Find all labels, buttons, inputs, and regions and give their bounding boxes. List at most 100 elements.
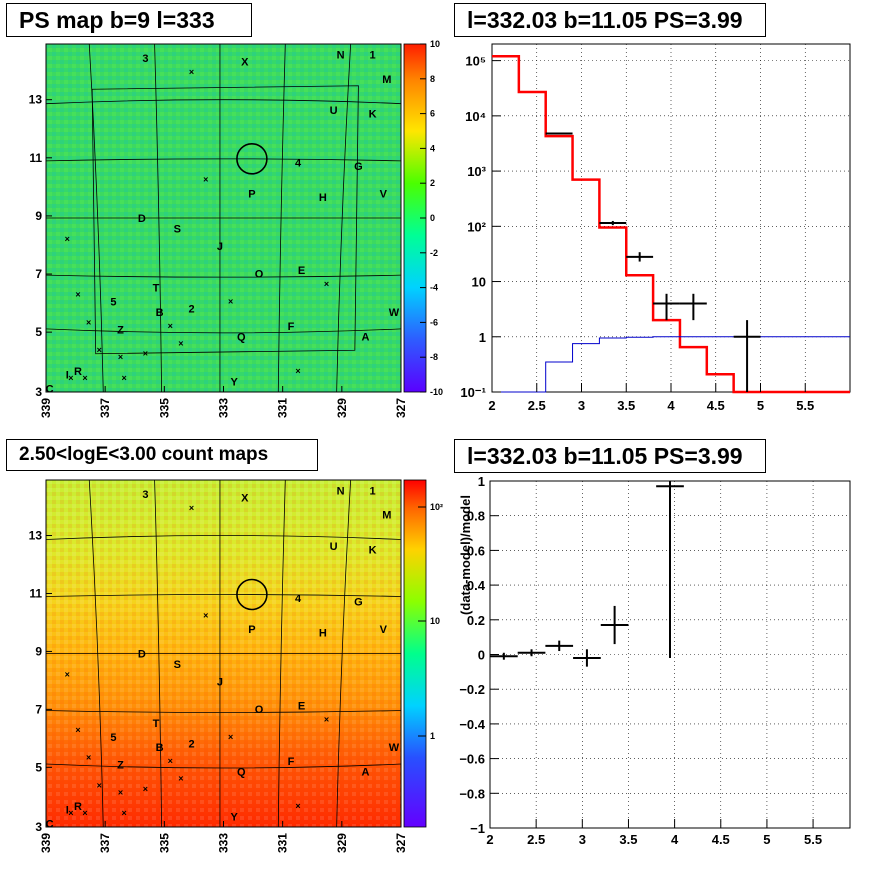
tl-source-cross: × bbox=[189, 67, 194, 77]
bl-source-cross: × bbox=[203, 610, 208, 620]
tr-x-tick-label: 4.5 bbox=[707, 398, 725, 413]
bl-source-label: 2 bbox=[188, 739, 194, 751]
br-y-tick-label: 0.4 bbox=[467, 578, 486, 593]
bl-source-label: J bbox=[217, 676, 223, 688]
bl-source-label: X bbox=[241, 492, 249, 504]
tl-source-labels: 3 X N 1 M U K 4 G P H V D S J O E T 5 2 B W Z F Q A I R C Y × × × × × × × × × ×… bbox=[46, 49, 400, 395]
bl-source-label: 3 bbox=[142, 489, 148, 501]
tl-source-label: Q bbox=[237, 331, 246, 343]
tl-source-cross: × bbox=[121, 373, 126, 383]
tl-source-label: G bbox=[354, 161, 363, 173]
bl-source-cross: × bbox=[121, 808, 126, 818]
br-y-tick-label: −1 bbox=[470, 821, 485, 836]
tr-x-tick-label: 2.5 bbox=[528, 398, 546, 413]
br-x-tick-label: 2.5 bbox=[527, 832, 545, 847]
tl-colorbar-tick-label: 6 bbox=[430, 109, 435, 119]
bl-ps-circle bbox=[236, 578, 268, 611]
tl-source-label: N bbox=[337, 49, 345, 61]
tl-source-cross: × bbox=[178, 338, 183, 348]
tl-colorbar-tick-label: -10 bbox=[430, 387, 443, 397]
tl-source-label: M bbox=[382, 74, 391, 86]
tl-source-cross: × bbox=[295, 366, 300, 376]
bl-source-label: W bbox=[389, 742, 400, 754]
tl-y-tick-label: 9 bbox=[35, 209, 42, 223]
tl-source-cross: × bbox=[143, 349, 148, 359]
tl-x-tick-label: 333 bbox=[217, 398, 231, 418]
bl-x-tick-label: 333 bbox=[217, 833, 231, 853]
tr-y-tick-label: 10⁴ bbox=[465, 109, 486, 124]
tr-x-tick-label: 5 bbox=[757, 398, 764, 413]
bl-x-tick-label: 339 bbox=[39, 833, 53, 853]
bl-source-label: E bbox=[298, 701, 305, 713]
tl-source-label: V bbox=[380, 189, 388, 201]
tl-x-tick-label: 329 bbox=[335, 398, 349, 418]
tr-series bbox=[492, 55, 850, 394]
tl-parallel bbox=[45, 274, 402, 278]
tl-source-label: P bbox=[248, 189, 255, 201]
bl-colorbar-tick-label: 1 bbox=[430, 731, 435, 741]
tr-x-tick-label: 2 bbox=[488, 398, 495, 413]
br-y-axis-label: (data-model)/model bbox=[458, 495, 473, 615]
br-y-tick-label: 0.8 bbox=[467, 509, 485, 524]
bl-colorbar-tick-label: 10 bbox=[430, 616, 440, 626]
tl-source-label: H bbox=[319, 192, 327, 204]
bl-source-label: P bbox=[248, 624, 255, 636]
tr-background-model-step bbox=[492, 336, 850, 393]
tl-ps-circle bbox=[236, 143, 268, 175]
br-y-tick-label: −0.4 bbox=[459, 717, 485, 732]
tl-source-label: Y bbox=[230, 377, 238, 389]
bl-y-tick-label: 9 bbox=[35, 644, 42, 658]
br-x-tick-label: 5 bbox=[763, 832, 770, 847]
br-x-tick-label: 5.5 bbox=[804, 832, 822, 847]
bl-axis-ticks: 339 337 335 333 331 329 327 13 11 9 7 5 3 bbox=[29, 529, 408, 854]
br-panel-title: l=332.03 b=11.05 PS=3.99 bbox=[454, 439, 766, 473]
bl-x-tick-label: 337 bbox=[98, 833, 112, 853]
br-y-tick-label: −0.8 bbox=[459, 786, 485, 801]
bl-map-grid bbox=[45, 479, 402, 828]
tl-colorbar-tick-label: -8 bbox=[430, 352, 438, 362]
bl-x-tick-label: 329 bbox=[335, 833, 349, 853]
tl-source-label: E bbox=[298, 265, 305, 277]
tl-parallel bbox=[45, 328, 402, 334]
bl-parallel bbox=[45, 535, 402, 540]
bl-y-tick-label: 11 bbox=[29, 586, 42, 600]
tl-source-cross: × bbox=[86, 317, 91, 327]
tr-total-model-step bbox=[492, 55, 850, 394]
br-axes: 2 2.5 3 3.5 4 4.5 5 5.5 1 0.8 0.6 0.4 0.2 0 −0.2 −0.4 −0… bbox=[458, 474, 822, 847]
br-x-tick-label: 4.5 bbox=[712, 832, 730, 847]
tr-x-tick-label: 5.5 bbox=[796, 398, 814, 413]
tl-source-label: S bbox=[174, 223, 181, 235]
tl-y-tick-label: 13 bbox=[29, 93, 43, 107]
bl-source-cross: × bbox=[143, 784, 148, 794]
tl-source-cross: × bbox=[228, 297, 233, 307]
bl-parallel bbox=[45, 710, 402, 713]
bl-source-label: B bbox=[156, 742, 164, 754]
bl-source-label: V bbox=[380, 624, 388, 636]
tl-source-label: J bbox=[217, 241, 223, 253]
tl-source-label: B bbox=[156, 307, 164, 319]
tl-source-label: 2 bbox=[188, 303, 194, 315]
br-residual-plot: 2 2.5 3 3.5 4 4.5 5 5.5 1 0.8 0.6 0.4 0.2 0 −0.2 −0.4 −0… bbox=[458, 474, 851, 847]
bl-source-label: A bbox=[362, 766, 370, 778]
tr-y-tick-label: 1 bbox=[479, 330, 486, 345]
bl-source-cross: × bbox=[324, 714, 329, 724]
tl-x-tick-label: 339 bbox=[39, 398, 53, 418]
tl-x-tick-label: 335 bbox=[157, 398, 171, 418]
tl-y-tick-label: 11 bbox=[29, 151, 42, 165]
tl-colorbar-ticks: 10 8 6 4 2 0 -2 -4 -6 -8 -10 bbox=[420, 39, 443, 397]
tl-source-label: D bbox=[138, 213, 146, 225]
br-x-tick-label: 3.5 bbox=[619, 832, 637, 847]
bl-panel-title: 2.50<logE<3.00 count maps bbox=[6, 439, 318, 471]
bl-source-label: Q bbox=[237, 766, 246, 778]
br-y-tick-label: −0.2 bbox=[459, 682, 485, 697]
bl-y-tick-label: 13 bbox=[29, 529, 43, 543]
bl-source-label: T bbox=[153, 718, 160, 730]
tl-source-label: R bbox=[74, 366, 82, 378]
bl-source-label: U bbox=[330, 541, 338, 553]
tl-y-tick-label: 3 bbox=[35, 385, 42, 399]
tl-source-label: 1 bbox=[370, 49, 376, 61]
br-x-tick-label: 3 bbox=[579, 832, 586, 847]
bl-source-label: I bbox=[66, 805, 69, 817]
br-y-tick-label: 1 bbox=[478, 474, 485, 489]
